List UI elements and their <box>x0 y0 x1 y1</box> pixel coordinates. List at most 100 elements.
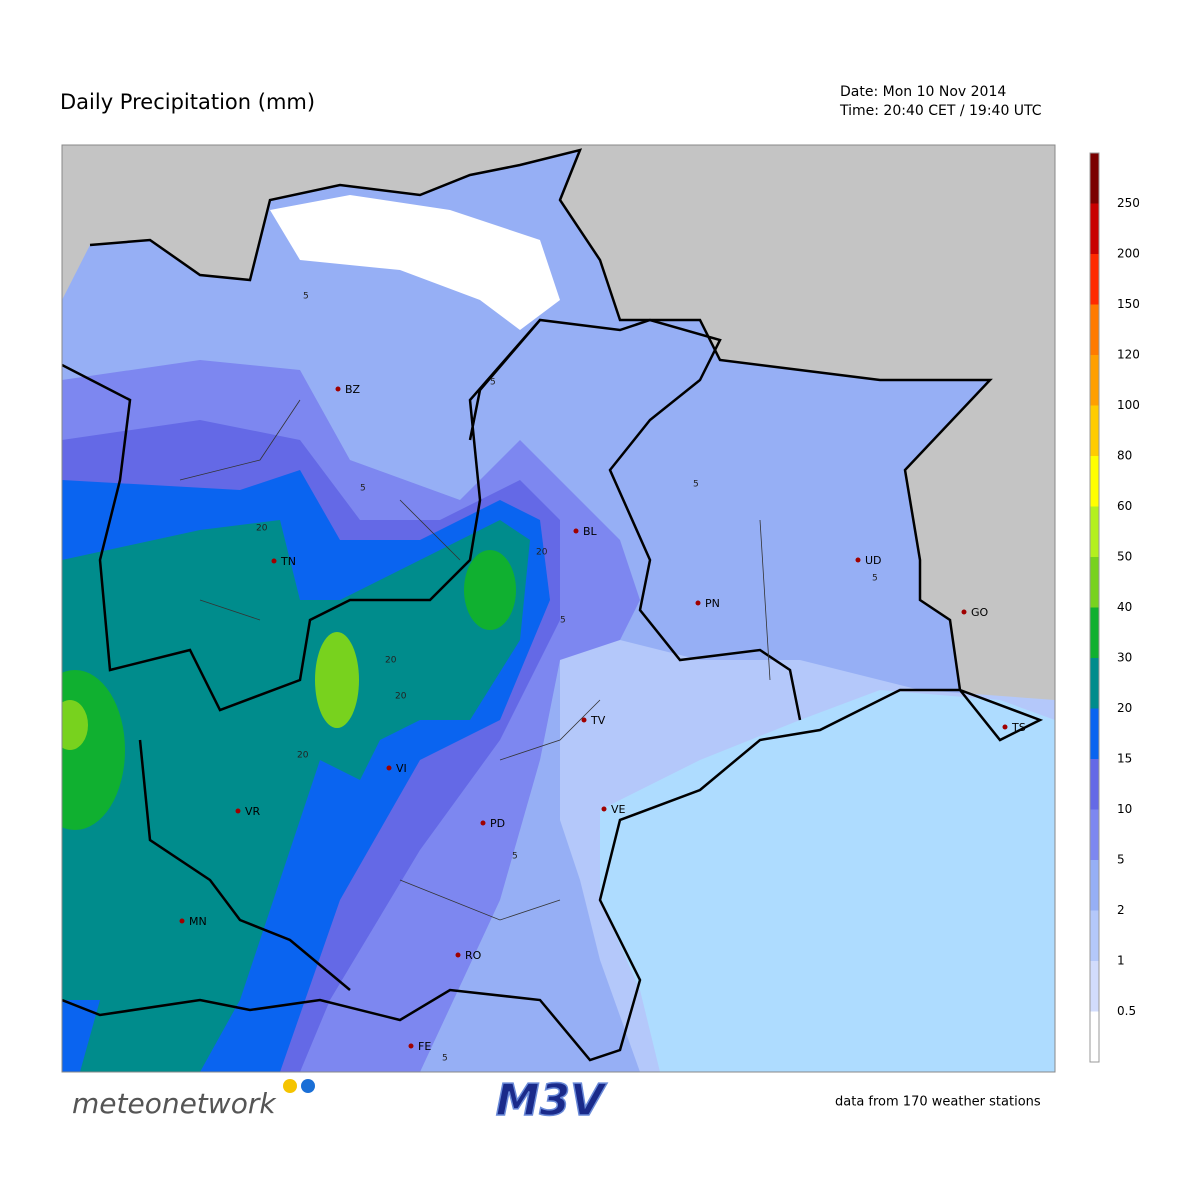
date: Date: Mon 10 Nov 2014 <box>840 84 1006 100</box>
region-border <box>62 318 802 991</box>
colorbar-tick: 60 <box>1117 499 1132 513</box>
contour-label: 20 <box>256 524 268 534</box>
colorbar-tick: 20 <box>1117 701 1132 715</box>
contour-label: 20 <box>536 548 548 558</box>
colorbar-tick: 1 <box>1117 954 1125 968</box>
city-dot <box>1002 724 1008 730</box>
rain-20 <box>62 520 530 1072</box>
city-label: FE <box>418 1040 431 1053</box>
color-band <box>1090 254 1099 305</box>
city-dot <box>408 1043 414 1049</box>
logo2: M3V <box>496 1075 607 1126</box>
city-label: RO <box>465 949 482 962</box>
time: Time: 20:40 CET / 19:40 UTC <box>839 103 1042 119</box>
city-label: PN <box>705 597 720 610</box>
logo-dot <box>301 1079 315 1093</box>
colorbar-tick: 40 <box>1117 600 1132 614</box>
city-label: GO <box>971 606 989 619</box>
colorbar: 250 200 150 120 100 80 60 50 40 30 20 15 10 5 2 1 0.5 <box>1089 152 1140 1063</box>
city-label: TS <box>1011 721 1026 734</box>
color-band <box>1090 557 1099 608</box>
color-band <box>1090 809 1099 860</box>
sea <box>600 690 1055 1072</box>
city-label: TV <box>590 714 606 727</box>
contour-label: 20 <box>297 751 309 761</box>
color-band <box>1090 203 1099 254</box>
logo-dot <box>283 1079 297 1093</box>
contour-label: 20 <box>385 656 397 666</box>
color-band <box>1090 607 1099 658</box>
city-dot <box>480 820 486 826</box>
city-label: VI <box>396 762 407 775</box>
city-dot <box>271 558 277 564</box>
color-band <box>1090 506 1099 557</box>
colorbar-tick: 0.5 <box>1117 1004 1136 1018</box>
colorbar-tick: 10 <box>1117 802 1132 816</box>
colorbar-tick: 80 <box>1117 449 1132 463</box>
contour-label: 5 <box>693 480 699 490</box>
city-label: PD <box>490 817 505 830</box>
colorbar-tick: 30 <box>1117 651 1132 665</box>
color-band <box>1090 860 1099 911</box>
color-band <box>1090 1011 1099 1062</box>
title: Daily Precipitation (mm) <box>60 90 315 114</box>
city-label: TN <box>280 555 296 568</box>
color-band <box>1090 304 1099 355</box>
map: BZ TN BL UD PN GO TV VI VR PD VE MN RO TS FE 5 5 5 5 5 5 5 5 2… <box>61 144 1056 1073</box>
city-dot <box>386 765 392 771</box>
contour-label: 5 <box>490 378 496 388</box>
colorbar-tick: 200 <box>1117 247 1140 261</box>
province-border <box>179 399 771 921</box>
contour-label: 5 <box>303 292 309 302</box>
city-dot <box>573 528 579 534</box>
color-band <box>1090 708 1099 759</box>
city-dot <box>695 600 701 606</box>
colorbar-tick: 250 <box>1117 196 1140 210</box>
rain-30 <box>464 550 516 630</box>
color-band <box>1090 405 1099 456</box>
cities: BZ TN BL UD PN GO TV VI VR PD VE MN RO TS FE <box>179 383 1026 1053</box>
city-dot <box>581 717 587 723</box>
contour-label: 20 <box>395 692 407 702</box>
city-dot <box>455 952 461 958</box>
colorbar-tick: 2 <box>1117 903 1125 917</box>
contour-label: 5 <box>872 574 878 584</box>
city-dot <box>961 609 967 615</box>
colorbar-tick: 15 <box>1117 752 1132 766</box>
color-band <box>1090 456 1099 507</box>
note: data from 170 weather stations <box>835 1095 1041 1110</box>
map-frame <box>61 144 1056 1073</box>
color-band <box>1090 759 1099 810</box>
colorbar-tick: 150 <box>1117 297 1140 311</box>
colorbar-tick: 120 <box>1117 348 1140 362</box>
city-label: UD <box>865 554 882 567</box>
city-dot <box>855 557 861 563</box>
city-dot <box>235 808 241 814</box>
rain-40b <box>62 700 88 750</box>
contour-label: 5 <box>560 616 566 626</box>
dry-zone <box>270 195 560 330</box>
rain-40 <box>315 632 359 728</box>
city-label: VR <box>245 805 261 818</box>
rain-15b <box>62 1000 100 1072</box>
colorbar-tick: 100 <box>1117 398 1140 412</box>
border <box>62 148 1044 1062</box>
color-band <box>1090 658 1099 709</box>
color-band <box>1090 910 1099 961</box>
color-band <box>1090 961 1099 1012</box>
contour-label: 5 <box>512 852 518 862</box>
city-dot <box>335 386 341 392</box>
contour-label: 5 <box>442 1054 448 1064</box>
colorbar-tick: 5 <box>1117 853 1125 867</box>
color-band <box>1090 355 1099 406</box>
city-dot <box>179 918 185 924</box>
colorbar-frame <box>1089 152 1100 1063</box>
rain-30b <box>62 670 125 830</box>
colorbar-tick: 50 <box>1117 550 1132 564</box>
city-label: BZ <box>345 383 361 396</box>
color-band <box>1090 153 1099 204</box>
logo: meteonetwork <box>72 1087 277 1120</box>
city-label: BL <box>583 525 598 538</box>
city-dot <box>601 806 607 812</box>
